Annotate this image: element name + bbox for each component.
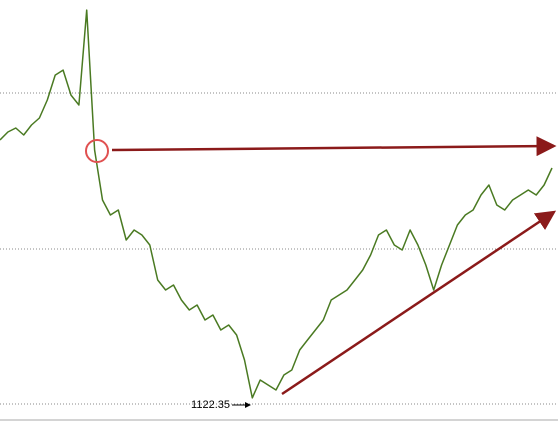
horizontal-arrow [111,136,557,157]
trend-arrow [281,210,557,396]
highlight-circle [85,139,109,163]
plot [0,9,553,399]
low-label: 1122.35 [191,399,230,411]
price-line [0,9,553,399]
